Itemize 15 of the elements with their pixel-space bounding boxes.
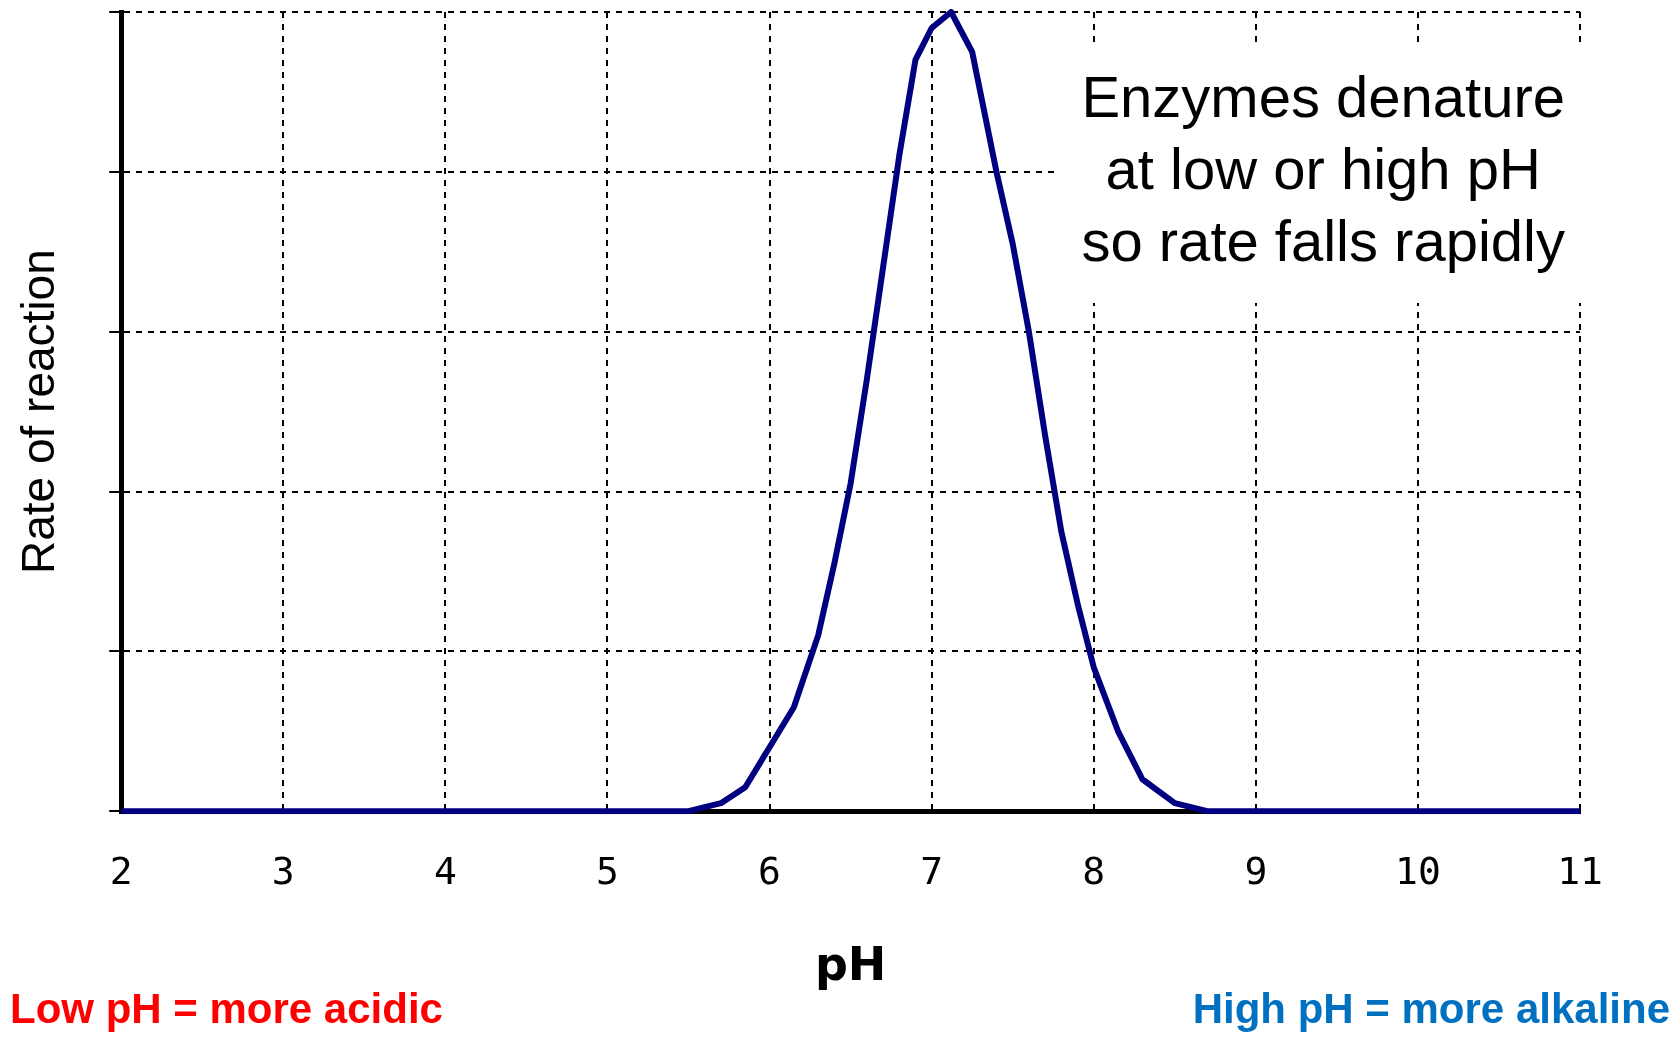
x-tick-label: 10 (1395, 848, 1441, 893)
x-tick-label: 9 (1244, 848, 1268, 893)
x-tick-label: 7 (920, 848, 944, 893)
text: Low pH = more acidic (10, 985, 443, 1033)
x-tick-label: 11 (1557, 848, 1603, 893)
text: High pH = more alkaline (1192, 985, 1670, 1033)
x-tick-label: 4 (433, 848, 457, 893)
x-tick-label: 6 (758, 848, 781, 893)
x-tick-label: 8 (1082, 848, 1106, 893)
annotation: Enzymes denature at low or high pH so rate falls rapidly (1081, 64, 1566, 273)
x-tick-label: 5 (596, 848, 619, 893)
x-tick-label: 3 (271, 848, 295, 893)
x-axis-title: pH (814, 937, 887, 992)
y-axis-title: Rate of reaction (12, 249, 65, 574)
x-tick-label: 2 (109, 848, 133, 893)
